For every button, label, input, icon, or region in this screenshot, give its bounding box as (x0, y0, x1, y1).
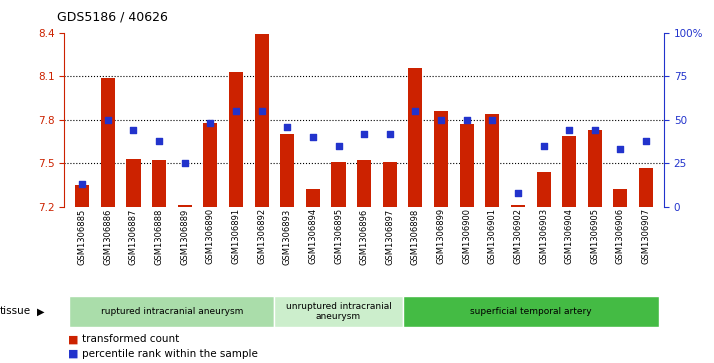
Point (307, 134, 318, 140)
Point (538, 143, 549, 149)
Bar (69, 296, 274, 327)
Text: percentile rank within the sample: percentile rank within the sample (82, 349, 258, 359)
Bar (274, 296, 403, 327)
Bar (126, 159, 141, 207)
Point (563, 127, 575, 133)
Bar (280, 134, 294, 207)
Text: GDS5186 / 40626: GDS5186 / 40626 (57, 11, 168, 24)
Bar (536, 172, 550, 207)
Bar (460, 124, 473, 207)
Point (154, 138, 165, 144)
Text: unruptured intracranial
aneurysm: unruptured intracranial aneurysm (286, 302, 391, 321)
Point (333, 143, 344, 149)
Point (256, 108, 267, 114)
Point (384, 131, 396, 136)
Bar (255, 34, 268, 207)
Point (615, 147, 626, 152)
Bar (403, 296, 659, 327)
Bar (486, 114, 499, 207)
Point (461, 117, 473, 123)
Point (512, 190, 523, 196)
Text: superficial temporal artery: superficial temporal artery (470, 307, 592, 316)
Bar (306, 189, 320, 207)
Bar (408, 68, 423, 207)
Bar (229, 72, 243, 207)
Bar (562, 136, 576, 207)
Text: ▶: ▶ (37, 306, 45, 316)
Text: ruptured intracranial aneurysm: ruptured intracranial aneurysm (101, 307, 243, 316)
Point (589, 127, 600, 133)
Point (76, 182, 88, 187)
Bar (178, 205, 192, 207)
Bar (152, 160, 166, 207)
Text: transformed count: transformed count (82, 334, 179, 344)
Point (358, 131, 370, 136)
Text: ■: ■ (68, 334, 79, 344)
Bar (588, 130, 602, 207)
Point (231, 108, 242, 114)
Bar (639, 168, 653, 207)
Point (410, 108, 421, 114)
Bar (331, 162, 346, 207)
Point (102, 117, 114, 123)
Point (486, 117, 498, 123)
Point (128, 127, 139, 133)
Text: tissue: tissue (0, 306, 31, 316)
Bar (203, 123, 217, 207)
Bar (434, 111, 448, 207)
Bar (511, 205, 525, 207)
Point (640, 138, 652, 144)
Bar (383, 162, 397, 207)
Bar (101, 78, 115, 207)
Bar (357, 160, 371, 207)
Point (179, 160, 191, 166)
Point (436, 117, 447, 123)
Bar (75, 185, 89, 207)
Point (281, 124, 293, 130)
Text: ■: ■ (68, 349, 79, 359)
Point (205, 121, 216, 126)
Bar (613, 189, 628, 207)
